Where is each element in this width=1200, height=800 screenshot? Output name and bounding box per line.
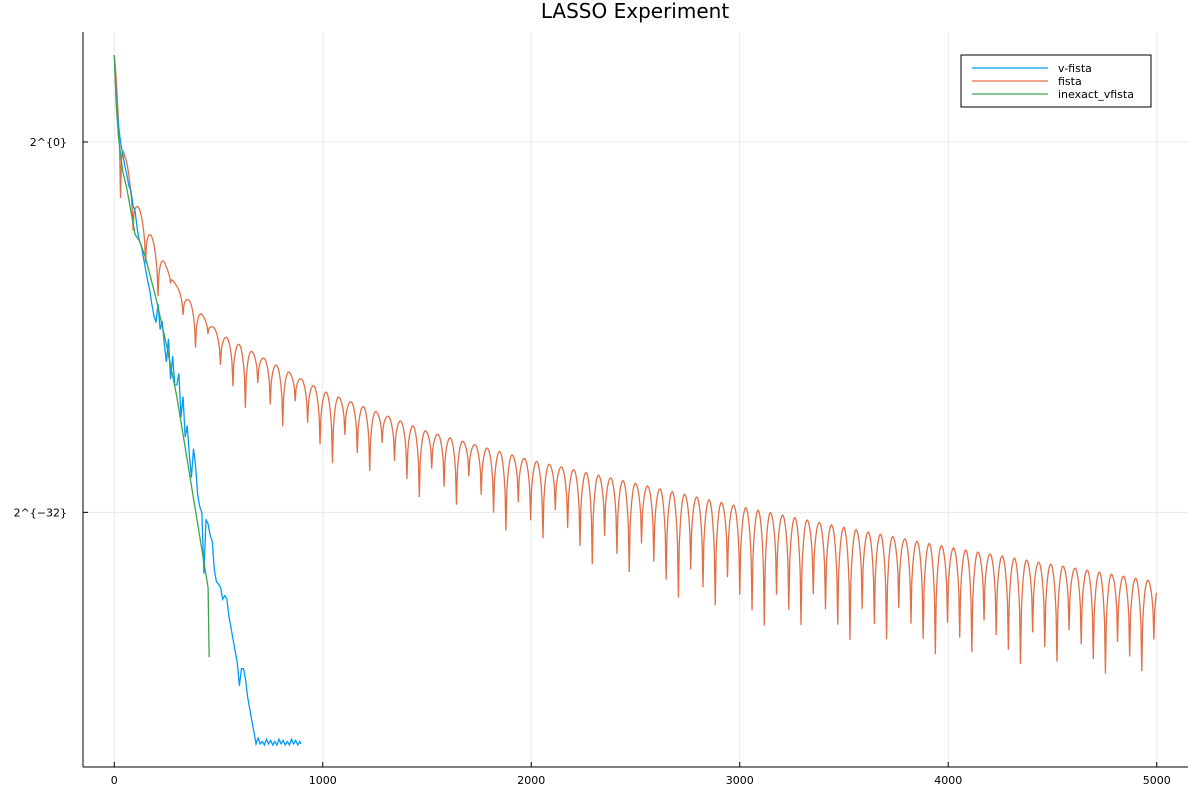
series-line-fista xyxy=(113,55,1158,674)
x-tick-label-5000: 5000 xyxy=(1143,774,1171,787)
x-tick-label-0: 0 xyxy=(111,774,118,787)
legend-label-inexact-vfista: inexact_vfista xyxy=(1058,88,1134,101)
legend: v-fista fista inexact_vfista xyxy=(960,54,1152,108)
series-line-v-fista xyxy=(113,55,302,747)
x-tick-label-1000: 1000 xyxy=(309,774,337,787)
x-tick-label-3000: 3000 xyxy=(726,774,754,787)
x-tick-label-4000: 4000 xyxy=(934,774,962,787)
y-tick-label-1: 2^{−32} xyxy=(14,506,67,519)
legend-label-v-fista: v-fista xyxy=(1058,62,1092,75)
series-line-inexact-vfista xyxy=(113,55,210,658)
series-layer xyxy=(113,55,1158,747)
x-tick-label-2000: 2000 xyxy=(517,774,545,787)
y-tick-label-0: 2^{0} xyxy=(30,136,67,149)
axis-layer: 0 1000 2000 3000 4000 5000 2^{0} 2^{−32} xyxy=(14,32,1188,787)
chart-title: LASSO Experiment xyxy=(541,0,729,23)
legend-label-fista: fista xyxy=(1058,75,1082,88)
